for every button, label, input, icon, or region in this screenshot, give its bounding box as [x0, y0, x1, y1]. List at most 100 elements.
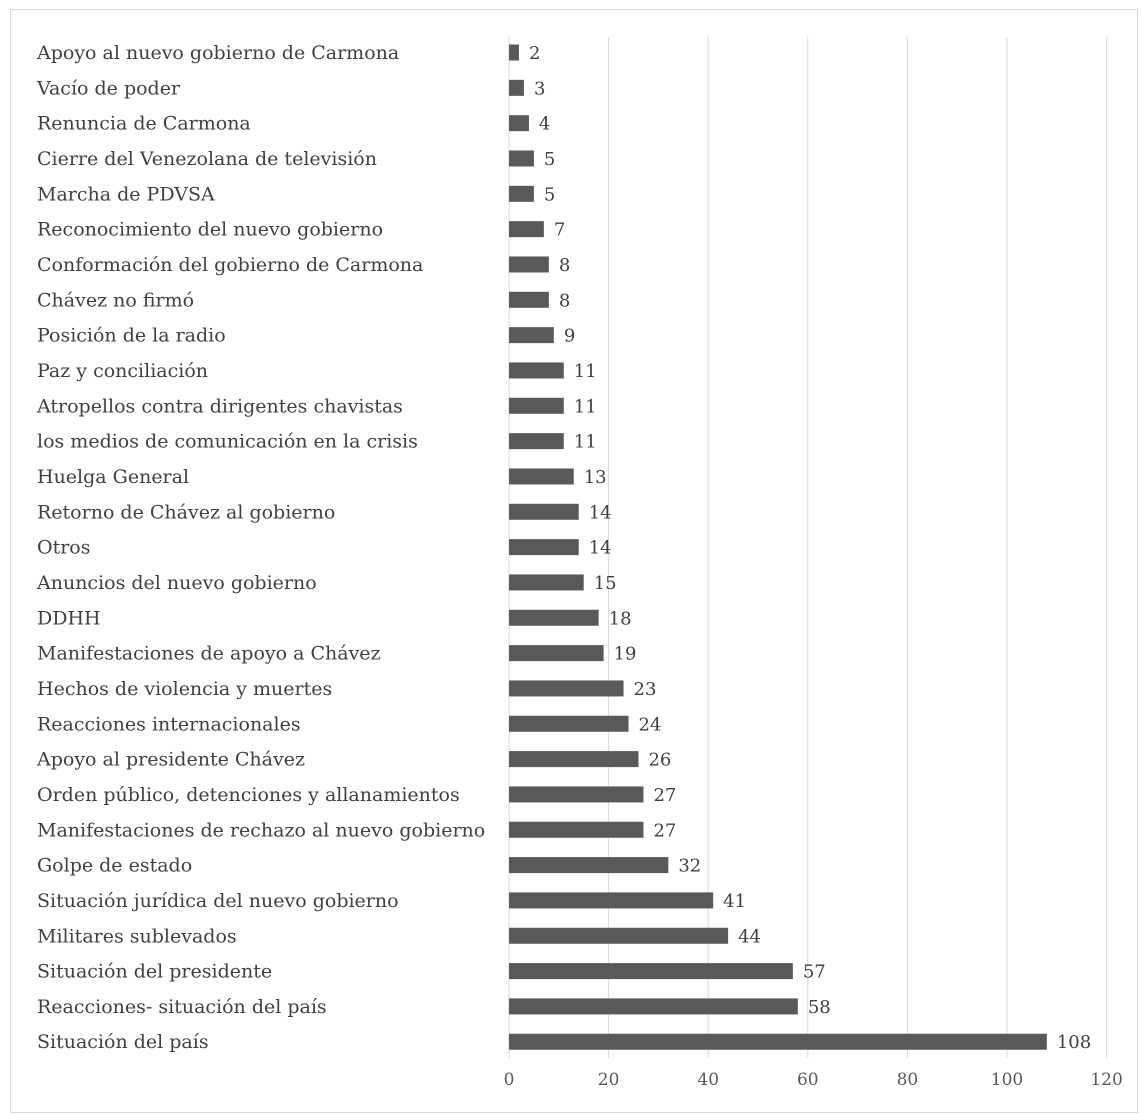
category-label: Renuncia de Carmona [37, 113, 251, 135]
category-label: Marcha de PDVSA [37, 183, 215, 205]
data-label: 2 [529, 43, 540, 64]
bar [509, 362, 564, 379]
data-label: 8 [559, 290, 570, 311]
bar-chart: Apoyo al nuevo gobierno de Carmona Vacío … [36, 37, 1123, 1090]
data-label: 9 [564, 326, 575, 347]
data-label: 24 [639, 714, 662, 735]
category-label: Manifestaciones de rechazo al nuevo gobi… [37, 819, 485, 841]
category-label: Apoyo al presidente Chávez [36, 749, 305, 771]
category-label: los medios de comunicación en la crisis [37, 431, 418, 453]
category-label: Vacío de poder [36, 77, 181, 99]
category-label: Huelga General [37, 466, 189, 488]
bar [509, 433, 564, 450]
category-label: Conformación del gobierno de Carmona [37, 254, 423, 276]
category-label: Reconocimiento del nuevo gobierno [37, 219, 383, 241]
data-label: 19 [614, 644, 637, 665]
category-label: Militares sublevados [37, 925, 237, 947]
bar [509, 751, 639, 768]
bar [509, 539, 579, 556]
bar [509, 998, 798, 1015]
category-label: Otros [37, 537, 90, 559]
x-tick-label: 20 [598, 1070, 620, 1090]
data-label: 41 [723, 891, 746, 912]
data-label: 14 [589, 502, 612, 523]
category-labels: Apoyo al nuevo gobierno de Carmona Vacío … [36, 42, 485, 1053]
data-label: 11 [574, 361, 597, 382]
category-label: Hechos de violencia y muertes [37, 678, 332, 700]
bar [509, 857, 669, 874]
data-label: 27 [653, 785, 676, 806]
chart-frame: Apoyo al nuevo gobierno de Carmona Vacío … [10, 9, 1138, 1113]
bar [509, 115, 529, 132]
category-label: Manifestaciones de apoyo a Chávez [37, 643, 381, 665]
data-label: 14 [589, 538, 612, 559]
x-tick-label: 120 [1090, 1070, 1122, 1090]
category-label: Chávez no firmó [37, 289, 194, 311]
bar [509, 79, 524, 96]
data-label: 23 [634, 679, 657, 700]
bar [509, 256, 549, 273]
x-tick-label: 100 [991, 1070, 1023, 1090]
bar [509, 786, 644, 803]
bar [509, 892, 714, 909]
data-label: 3 [534, 78, 545, 99]
bar [509, 680, 624, 697]
bar [509, 150, 534, 167]
bar [509, 221, 544, 238]
grid-lines [508, 37, 1108, 1058]
category-label: Orden público, detenciones y allanamient… [37, 784, 460, 806]
data-label: 26 [648, 750, 671, 771]
bar [509, 327, 554, 344]
category-label: Situación del país [37, 1031, 209, 1053]
category-label: Reacciones internacionales [37, 713, 301, 735]
data-label: 11 [574, 396, 597, 417]
x-tick-label: 60 [797, 1070, 819, 1090]
category-label: Situación del presidente [37, 961, 272, 983]
data-label: 32 [678, 856, 701, 877]
bar [509, 715, 629, 732]
x-tick-label: 40 [697, 1070, 719, 1090]
x-tick-label: 0 [504, 1070, 515, 1090]
category-label: Apoyo al nuevo gobierno de Carmona [36, 42, 399, 64]
data-label: 15 [594, 573, 617, 594]
category-label: Anuncios del nuevo gobierno [36, 572, 317, 594]
bar [509, 1033, 1047, 1050]
bar [509, 397, 564, 414]
category-label: Situación jurídica del nuevo gobierno [37, 890, 399, 912]
data-label: 11 [574, 432, 597, 453]
category-label: Posición de la radio [37, 325, 226, 347]
bar [509, 574, 584, 591]
bar [509, 821, 644, 838]
bar [509, 645, 604, 662]
category-label: Reacciones- situación del país [37, 996, 327, 1018]
bars [509, 44, 1047, 1050]
data-label: 44 [738, 926, 761, 947]
data-label: 18 [609, 608, 632, 629]
data-label: 7 [554, 220, 565, 241]
data-label: 13 [584, 467, 607, 488]
bar [509, 927, 729, 944]
category-label: Golpe de estado [37, 855, 192, 877]
category-label: Atropellos contra dirigentes chavistas [36, 395, 403, 417]
data-label: 8 [559, 255, 570, 276]
data-label: 5 [544, 149, 555, 170]
bar [509, 468, 574, 485]
bar [509, 291, 549, 308]
bar [509, 44, 519, 61]
data-label: 58 [808, 997, 831, 1018]
bar [509, 185, 534, 202]
category-label: Retorno de Chávez al gobierno [37, 501, 335, 523]
category-label: DDHH [37, 607, 101, 629]
category-label: Paz y conciliación [37, 360, 208, 382]
x-tick-label: 80 [897, 1070, 919, 1090]
category-label: Cierre del Venezolana de televisión [37, 148, 377, 170]
data-label: 57 [803, 962, 826, 983]
bar [509, 609, 599, 626]
bar [509, 963, 793, 980]
bar [509, 503, 579, 520]
data-labels: 2345578891111111314141518192324262727324… [529, 43, 1091, 1053]
x-axis-ticks: 0 20 40 60 80 100 120 [504, 1070, 1123, 1090]
data-label: 108 [1057, 1032, 1091, 1053]
data-label: 4 [539, 114, 550, 135]
data-label: 27 [653, 820, 676, 841]
